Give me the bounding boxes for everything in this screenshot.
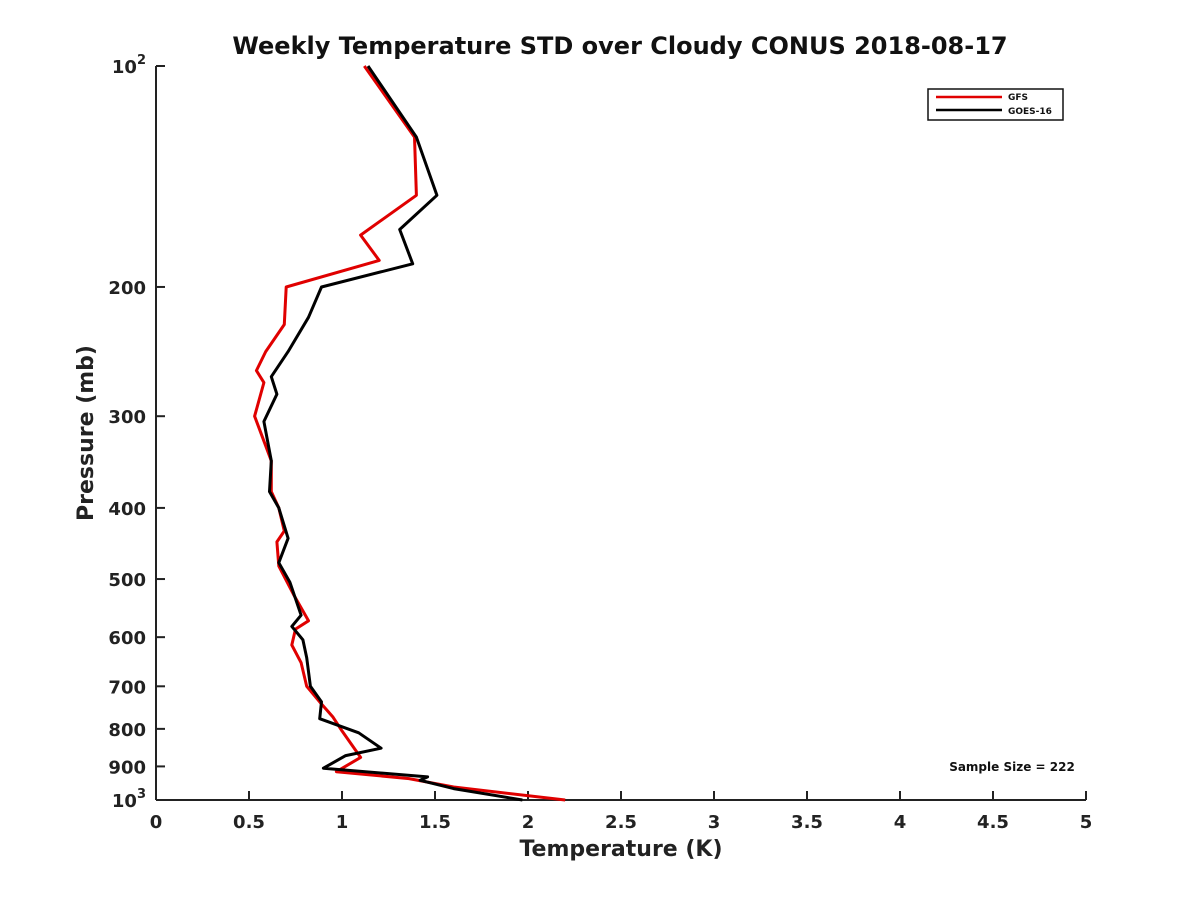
x-tick-label: 5 (1080, 812, 1093, 833)
x-axis-ticks: 0 0.5 1 1.5 2 2.5 3 3.5 4 4.5 5 (150, 791, 1093, 833)
y-tick-label: 102 (112, 53, 146, 78)
y-tick-label: 600 (108, 628, 146, 649)
x-tick-label: 3 (708, 812, 721, 833)
y-axis-label: Pressure (mb) (74, 345, 99, 521)
x-tick-label: 4 (894, 812, 907, 833)
sample-size-annotation: Sample Size = 222 (949, 760, 1075, 774)
y-tick-label: 500 (108, 570, 146, 591)
x-tick-label: 1.5 (419, 812, 451, 833)
data-series (253, 65, 566, 802)
legend-box (927, 88, 1064, 121)
x-tick-label: 3.5 (791, 812, 823, 833)
series-line-gfs (253, 65, 566, 802)
x-tick-label: 0 (150, 812, 163, 833)
x-tick-label: 2 (522, 812, 535, 833)
x-axis-label: Temperature (K) (519, 837, 722, 862)
y-tick-label: 800 (108, 720, 146, 741)
legend-label-gfs: GFS (1008, 93, 1028, 103)
y-tick-label: 300 (108, 407, 146, 428)
legend-label-goes16: GOES-16 (1008, 107, 1052, 117)
plot-area: 0 0.5 1 1.5 2 2.5 3 3.5 4 4.5 5 102 200 300 400 500 600… (108, 53, 1092, 833)
legend: GFS GOES-16 (927, 88, 1064, 121)
y-axis-ticks: 102 200 300 400 500 600 700 800 900 103 (108, 53, 165, 812)
chart-title: Weekly Temperature STD over Cloudy CONUS… (232, 32, 1007, 60)
y-tick-label: 200 (108, 278, 146, 299)
series-line-goes16 (262, 65, 523, 802)
x-tick-label: 4.5 (977, 812, 1009, 833)
x-tick-label: 1 (336, 812, 349, 833)
y-tick-label: 103 (112, 787, 146, 812)
x-tick-label: 0.5 (233, 812, 265, 833)
y-tick-label: 400 (108, 499, 146, 520)
x-tick-label: 2.5 (605, 812, 637, 833)
y-tick-label: 700 (108, 677, 146, 698)
y-tick-label: 900 (108, 757, 146, 778)
